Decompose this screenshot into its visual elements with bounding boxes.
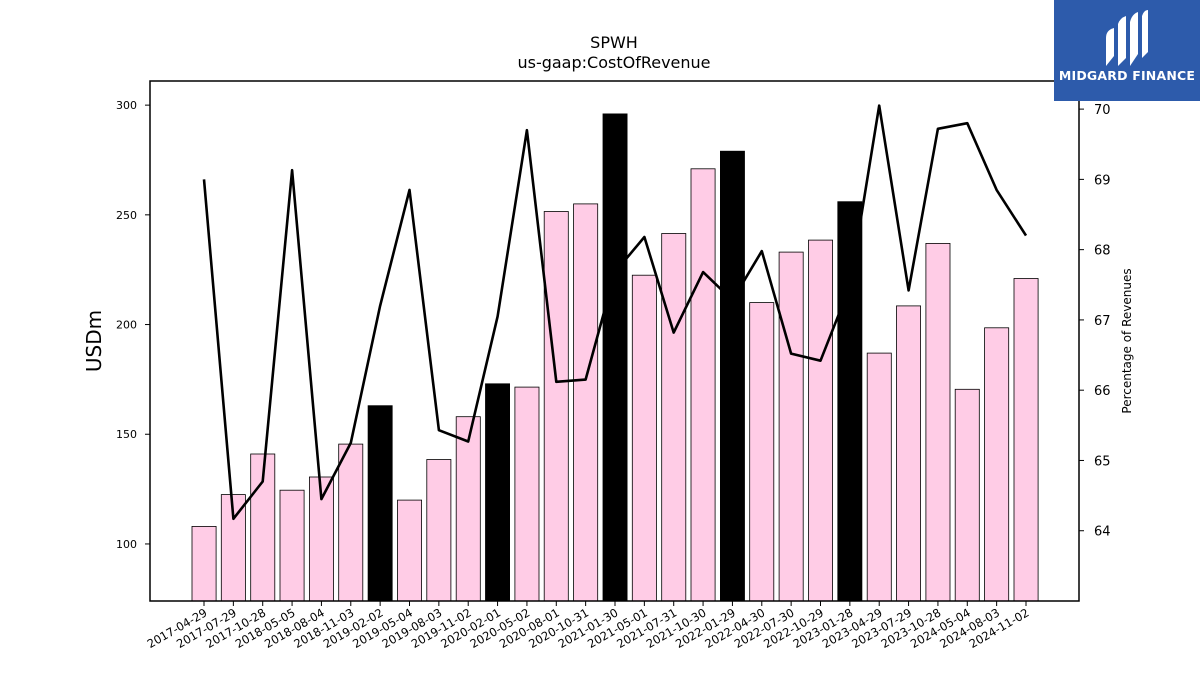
plot-frame [149, 80, 1080, 602]
bar [984, 327, 1010, 602]
bar [954, 388, 980, 602]
y2-tick-label: 69 [1094, 173, 1111, 188]
bar [485, 383, 511, 602]
bar [514, 386, 540, 602]
y-tick-label: 150 [116, 428, 137, 441]
y2-tick-label: 66 [1094, 384, 1111, 399]
bars-layer [191, 113, 1039, 602]
y2-tick-label: 70 [1094, 103, 1111, 118]
y-tick-label: 200 [116, 319, 137, 332]
bar [925, 242, 951, 602]
y2-tick-label: 67 [1094, 314, 1111, 329]
bar [543, 211, 569, 602]
bar [1013, 278, 1039, 602]
percentage-line [202, 104, 1028, 521]
bar [690, 168, 716, 602]
y-axis-label: USDm [82, 310, 106, 372]
midgard-logo-icon [1106, 10, 1148, 66]
y2-tick-label: 64 [1094, 525, 1111, 540]
bar [338, 443, 364, 602]
bar [661, 233, 687, 602]
bar [837, 201, 863, 602]
y2-tick-label: 68 [1094, 244, 1111, 259]
bar [367, 405, 393, 602]
chart-title: SPWH [590, 33, 638, 52]
bar [631, 274, 657, 602]
y2-tick-label: 65 [1094, 454, 1111, 469]
y-tick-label: 300 [116, 99, 137, 112]
bar [426, 459, 452, 602]
y-tick-label: 250 [116, 209, 137, 222]
bar [720, 150, 745, 602]
bar [896, 305, 922, 602]
bar [191, 526, 217, 602]
bar [279, 489, 305, 602]
bar [602, 113, 628, 602]
chart-subtitle: us-gaap:CostOfRevenue [517, 53, 710, 72]
bar [866, 352, 892, 602]
bar [573, 203, 599, 602]
y2-axis-label: Percentage of Revenues [1120, 268, 1134, 413]
bar [397, 499, 423, 602]
line-layer [202, 104, 1028, 521]
midgard-finance-logo: MIDGARD FINANCE [1054, 0, 1200, 101]
logo-text: MIDGARD FINANCE [1058, 68, 1196, 83]
bar [455, 416, 481, 602]
bar [808, 239, 834, 602]
y-tick-label: 100 [116, 538, 137, 551]
bar [778, 251, 804, 602]
bar [749, 302, 775, 602]
